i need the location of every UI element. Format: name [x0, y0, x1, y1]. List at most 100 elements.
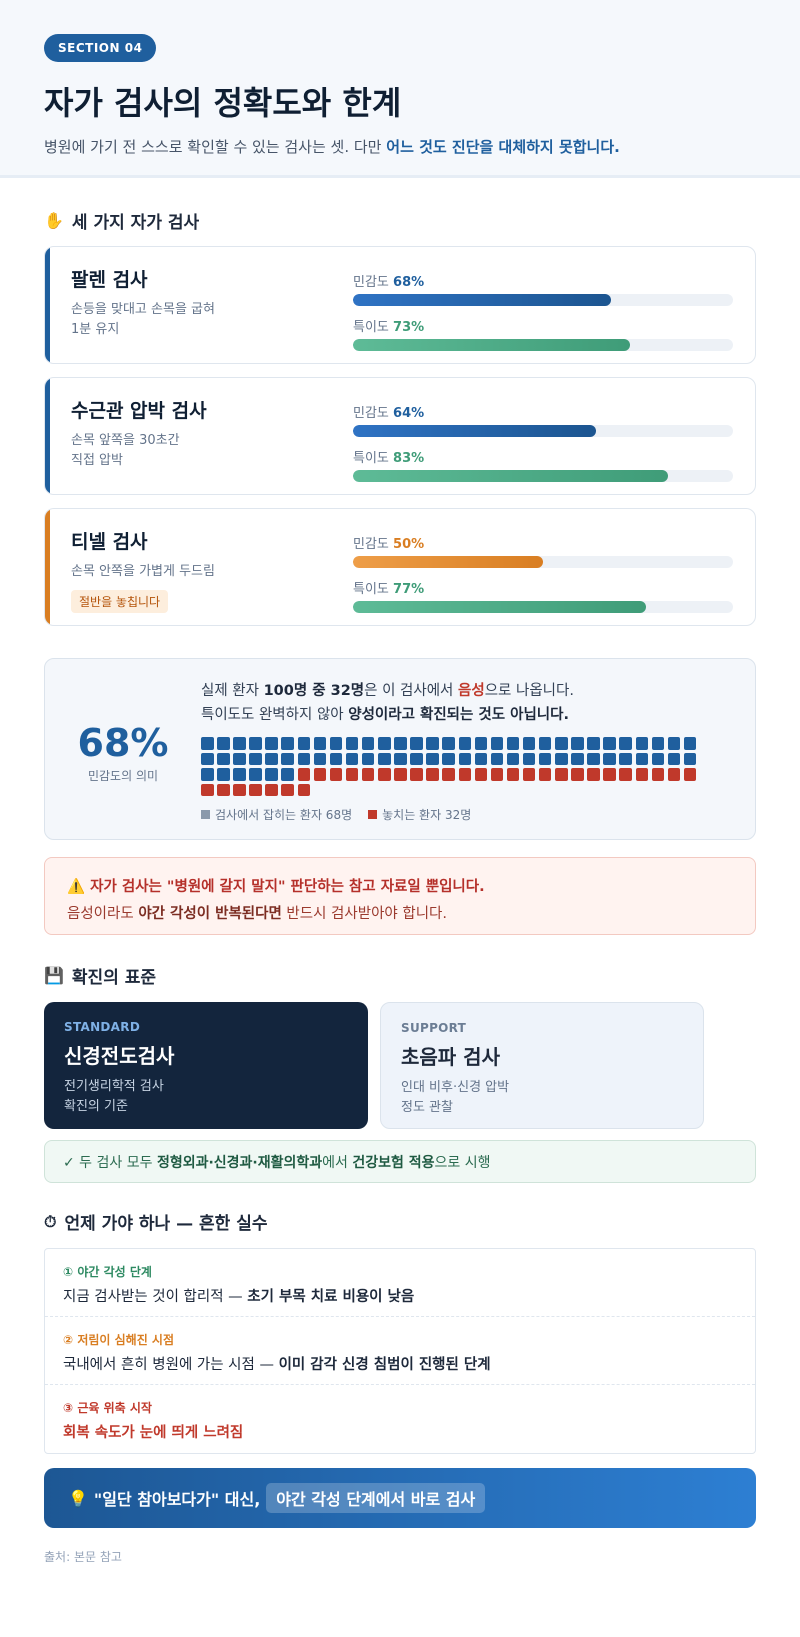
caught-patient-dot: [217, 752, 230, 765]
stopwatch-icon: ⏱: [44, 1211, 57, 1231]
missed-patient-dot: [313, 768, 327, 781]
test-card-list: 팔렌 검사 손등을 맞대고 손목을 굽혀 1분 유지 민감도 68% 특이도 7…: [44, 246, 756, 626]
sensitivity-bar-fill: [353, 294, 612, 306]
caught-patient-dot: [297, 752, 311, 765]
caught-patient-dot: [635, 737, 649, 750]
caught-patient-dot: [217, 737, 230, 750]
missed-patient-dot: [506, 768, 520, 781]
missed-patient-dot: [667, 768, 681, 781]
card-description: 인대 비후·신경 압박 정도 관찰: [401, 1080, 510, 1115]
step-item: ② 저림이 심해진 시점 국내에서 흔히 병원에 가는 시점 — 이미 감각 신…: [45, 1317, 755, 1385]
caught-patient-dot: [345, 752, 359, 765]
dot-legend: 검사에서 잡히는 환자 68명 놓치는 환자 32명: [201, 806, 725, 823]
caught-patient-dot: [361, 752, 375, 765]
missed-patient-dot: [394, 768, 407, 781]
page-header: SECTION 04 자가 검사의 정확도와 한계 병원에 가기 전 스스로 확…: [0, 0, 800, 178]
caught-patient-dot: [394, 737, 407, 750]
step-text: 지금 검사받는 것이 합리적 — 초기 부목 치료 비용이 낮음: [63, 1289, 415, 1305]
specificity-label: 특이도 83%: [353, 451, 425, 466]
caught-patient-dot: [233, 737, 246, 750]
caught-patient-dot: [265, 752, 278, 765]
caught-patient-dot: [426, 752, 439, 765]
sensitivity-bar-fill: [353, 425, 597, 437]
warning-icon: ⚠️: [67, 879, 86, 895]
caught-patient-dot: [619, 737, 632, 750]
missed-patient-dot: [442, 768, 455, 781]
specificity-label: 특이도 73%: [353, 320, 425, 335]
missed-patient-dot: [410, 768, 423, 781]
explainer-line-1: 실제 환자 100명 중 32명은 이 검사에서 음성으로 나옵니다.: [201, 683, 574, 699]
caught-patient-dot: [297, 737, 311, 750]
missed-patient-dot: [522, 768, 536, 781]
missed-patient-dot: [378, 768, 391, 781]
missed-patient-dot: [571, 768, 584, 781]
caught-patient-dot: [281, 768, 294, 781]
caught-patient-dot: [571, 737, 584, 750]
test-description: 손목 앞쪽을 30초간 직접 압박: [71, 433, 180, 468]
caught-patient-dot: [249, 737, 262, 750]
missed-patient-dot: [651, 768, 665, 781]
caught-patient-dot: [329, 737, 343, 750]
sensitivity-bar-fill: [353, 556, 543, 568]
missed-patient-dot: [587, 768, 600, 781]
specificity-bar: [353, 470, 733, 482]
caught-patient-dot: [474, 752, 488, 765]
caught-patient-dot: [313, 737, 327, 750]
specificity-bar-fill: [353, 470, 669, 482]
missed-patient-dot: [426, 768, 439, 781]
caught-patient-dot: [361, 737, 375, 750]
caught-patient-dot: [506, 737, 520, 750]
hand-icon: ✋: [44, 211, 64, 230]
action-banner: 💡 "일단 참아보다가" 대신, 야간 각성 단계에서 바로 검사: [44, 1468, 756, 1528]
step-kicker: ① 야간 각성 단계: [63, 1265, 152, 1279]
tests-section-title: ✋ 세 가지 자가 검사: [44, 211, 200, 233]
specificity-bar: [353, 339, 733, 351]
caught-patient-dot: [635, 752, 649, 765]
warning-alert: ⚠️ 자가 검사는 "병원에 갈지 말지" 판단하는 참고 자료일 뿐입니다. …: [44, 857, 756, 935]
caught-patient-dot: [603, 737, 616, 750]
missed-patient-dot: [297, 783, 311, 796]
missed-patient-dot: [603, 768, 616, 781]
caught-patient-dot: [217, 768, 230, 781]
card-description: 전기생리학적 검사 확진의 기준: [64, 1079, 164, 1114]
missed-patient-dot: [201, 783, 214, 796]
step-kicker: ③ 근육 위축 시작: [63, 1401, 152, 1415]
caught-patient-dot: [313, 752, 327, 765]
card-kicker: STANDARD: [64, 1020, 141, 1034]
caught-patient-dot: [410, 752, 423, 765]
missed-patient-dot: [635, 768, 649, 781]
caught-patient-dot: [281, 752, 294, 765]
caught-patient-dot: [281, 737, 294, 750]
caught-patient-dot: [667, 752, 681, 765]
specificity-bar-fill: [353, 601, 646, 613]
missed-patient-dot: [458, 768, 471, 781]
floppy-disk-icon: 💾: [44, 966, 64, 985]
alert-headline: ⚠️ 자가 검사는 "병원에 갈지 말지" 판단하는 참고 자료일 뿐입니다.: [67, 879, 485, 895]
card-title: 신경전도검사: [64, 1044, 175, 1068]
test-card: 티넬 검사 손목 안쪽을 가볍게 두드림 절반을 놓칩니다 민감도 50% 특이…: [44, 508, 756, 626]
insurance-note: ✓ 두 검사 모두 정형외과·신경과·재활의학과에서 건강보험 적용으로 시행: [44, 1140, 756, 1183]
caught-patient-dot: [329, 752, 343, 765]
warning-tag: 절반을 놓칩니다: [71, 590, 169, 613]
step-item: ③ 근육 위축 시작 회복 속도가 눈에 띄게 느려짐: [45, 1385, 755, 1453]
missed-patient-dot: [297, 768, 311, 781]
caught-patient-dot: [233, 768, 246, 781]
missed-patient-dot: [233, 783, 246, 796]
standard-cards: STANDARD 신경전도검사 전기생리학적 검사 확진의 기준 SUPPORT…: [44, 1002, 756, 1129]
test-name: 팔렌 검사: [71, 269, 148, 291]
caught-patient-dot: [265, 768, 278, 781]
caught-patient-dot: [201, 768, 214, 781]
caught-patient-dot: [587, 752, 600, 765]
caught-patient-dot: [555, 737, 568, 750]
test-name: 티넬 검사: [71, 531, 148, 553]
sensitivity-bar: [353, 556, 733, 568]
specificity-label: 특이도 77%: [353, 582, 425, 597]
caught-patient-dot: [201, 752, 214, 765]
caught-patient-dot: [667, 737, 681, 750]
missed-patient-dot: [490, 768, 504, 781]
caught-patient-dot: [538, 737, 552, 750]
missed-patient-dot: [555, 768, 568, 781]
when-section-title: ⏱ 언제 가야 하나 — 흔한 실수: [44, 1211, 268, 1235]
caught-patient-dot: [619, 752, 632, 765]
sensitivity-label: 민감도 50%: [353, 537, 425, 552]
